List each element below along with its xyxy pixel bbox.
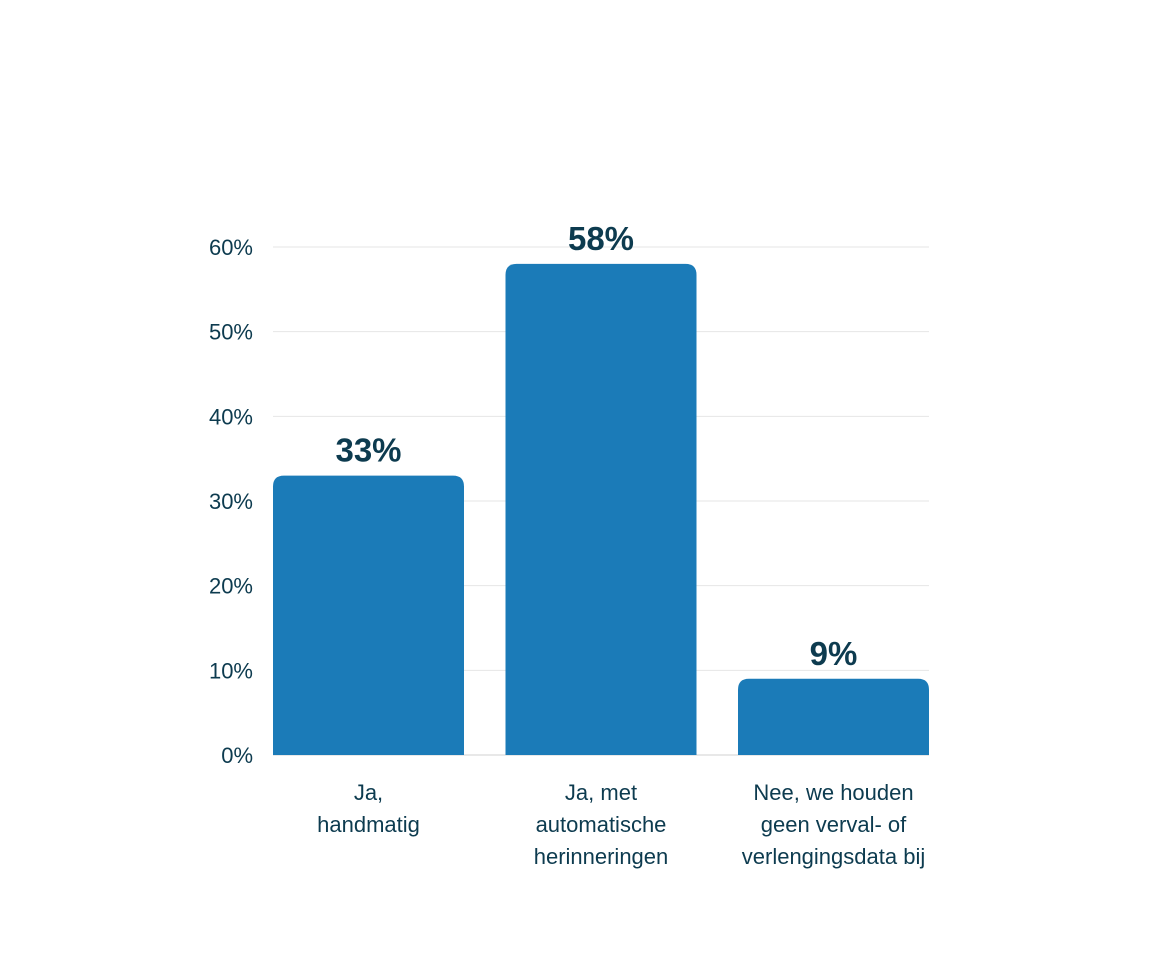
x-axis-category-labels: Ja, handmatig Ja, met automatische herinneri… — [317, 780, 925, 869]
y-tick-label: 20% — [209, 574, 253, 599]
x-tick-label: geen verval- of — [761, 812, 907, 837]
x-tick-label: Nee, we houden — [753, 780, 913, 805]
y-tick-label: 40% — [209, 404, 253, 429]
data-label: 33% — [335, 432, 401, 469]
bars — [273, 263, 929, 755]
data-label: 58% — [568, 220, 634, 257]
data-labels: 33% 58% 9% — [335, 220, 857, 672]
bar — [505, 263, 697, 755]
bar — [273, 475, 464, 755]
y-tick-label: 0% — [221, 743, 253, 768]
y-tick-label: 10% — [209, 658, 253, 683]
x-tick-label: Ja, met — [565, 780, 637, 805]
y-tick-label: 60% — [209, 235, 253, 260]
y-tick-label: 30% — [209, 489, 253, 514]
data-label: 9% — [810, 635, 858, 672]
bar — [738, 678, 929, 755]
x-tick-label: Ja, — [354, 780, 383, 805]
x-tick-label: automatische — [536, 812, 667, 837]
x-tick-label: verlengingsdata bij — [742, 844, 925, 869]
x-tick-label: herinneringen — [534, 844, 669, 869]
y-tick-label: 50% — [209, 320, 253, 345]
y-axis-tick-labels: 0% 10% 20% 30% 40% 50% 60% — [209, 235, 253, 768]
x-tick-label: handmatig — [317, 812, 420, 837]
